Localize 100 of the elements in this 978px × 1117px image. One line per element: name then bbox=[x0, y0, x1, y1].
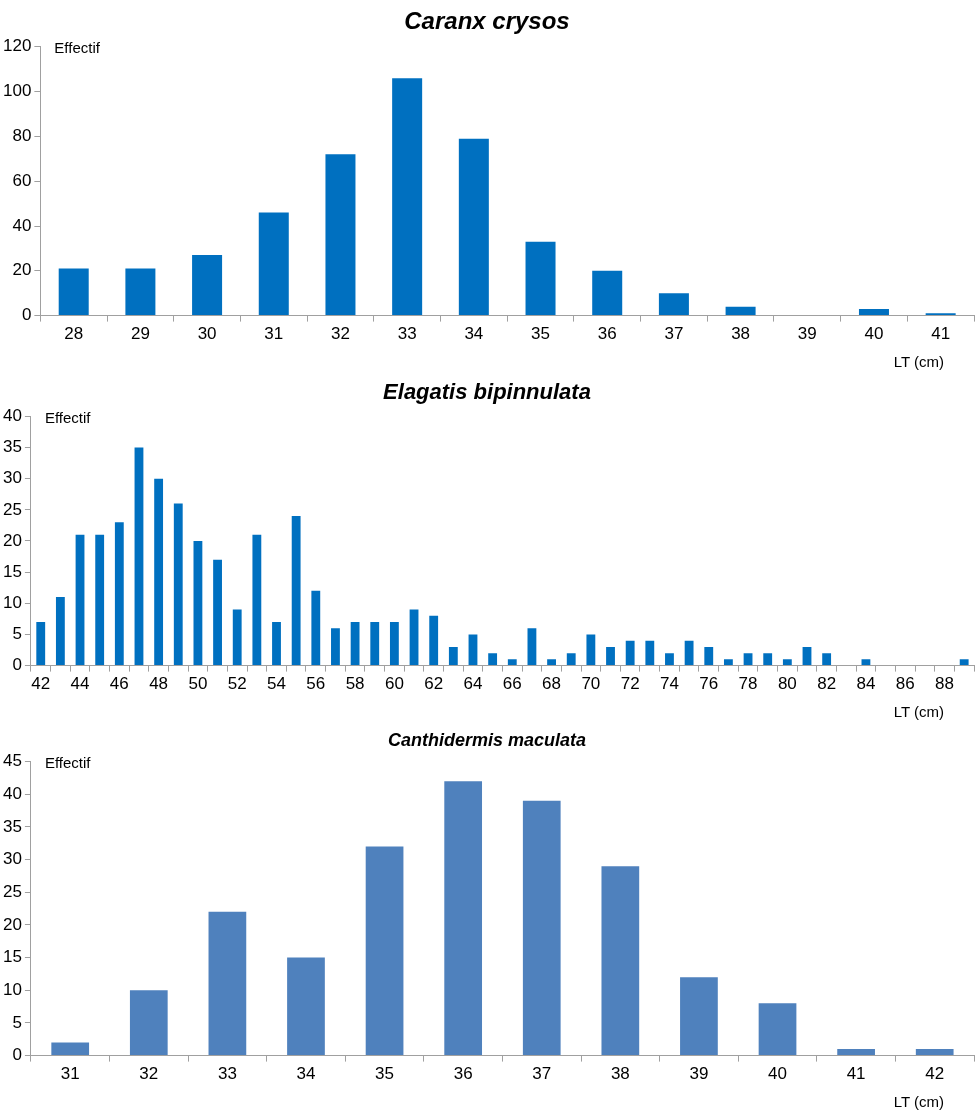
x-tick-label: 46 bbox=[109, 674, 129, 694]
bar bbox=[680, 977, 718, 1056]
chart-title: Canthidermis maculata bbox=[387, 729, 587, 750]
bar bbox=[75, 534, 85, 666]
bar bbox=[665, 653, 674, 666]
x-tick-label: 76 bbox=[699, 674, 719, 694]
bar bbox=[208, 911, 247, 1056]
bar bbox=[51, 1042, 90, 1056]
bar bbox=[959, 659, 969, 666]
bar bbox=[601, 866, 640, 1056]
y-tick-label: 10 bbox=[2, 979, 22, 999]
x-axis-title: LT (cm) bbox=[893, 702, 944, 720]
x-tick-label: 34 bbox=[464, 324, 484, 344]
x-tick-label: 56 bbox=[306, 674, 326, 694]
x-tick-label: 35 bbox=[375, 1064, 395, 1084]
y-tick-label: 0 bbox=[12, 1045, 22, 1065]
bar bbox=[592, 270, 623, 316]
x-tick-label: 60 bbox=[384, 674, 404, 694]
x-tick-label: 41 bbox=[931, 324, 951, 344]
x-tick-label: 64 bbox=[463, 674, 483, 694]
x-tick-label: 40 bbox=[864, 324, 884, 344]
chart-title: Elagatis bipinnulata bbox=[383, 379, 591, 405]
x-tick-label: 68 bbox=[542, 674, 562, 694]
bar bbox=[392, 78, 423, 316]
bar bbox=[232, 609, 242, 666]
bar bbox=[36, 621, 46, 666]
bar bbox=[192, 255, 223, 316]
x-tick-label: 48 bbox=[149, 674, 169, 694]
bar bbox=[193, 541, 203, 666]
y-tick-label: 0 bbox=[12, 655, 22, 675]
bar bbox=[429, 615, 439, 666]
bar bbox=[566, 653, 576, 666]
bar bbox=[173, 503, 183, 666]
x-tick-label: 74 bbox=[660, 674, 679, 694]
bar bbox=[625, 640, 635, 666]
bar bbox=[213, 559, 222, 666]
bar bbox=[129, 990, 168, 1056]
x-tick-label: 37 bbox=[664, 324, 684, 344]
bar bbox=[252, 534, 262, 666]
bar bbox=[125, 268, 156, 316]
y-tick-label: 60 bbox=[12, 170, 32, 190]
x-tick-label: 37 bbox=[532, 1064, 552, 1084]
x-tick-label: 86 bbox=[895, 674, 915, 694]
bar bbox=[525, 241, 556, 316]
x-tick-label: 58 bbox=[345, 674, 365, 694]
y-tick-label: 100 bbox=[2, 81, 32, 101]
bar bbox=[409, 609, 419, 666]
y-tick-label: 35 bbox=[2, 816, 22, 836]
x-tick-label: 36 bbox=[597, 324, 617, 344]
x-tick-label: 32 bbox=[139, 1064, 159, 1084]
x-tick-label: 38 bbox=[610, 1064, 630, 1084]
bar bbox=[58, 268, 89, 316]
bar bbox=[758, 1003, 797, 1056]
bar bbox=[725, 306, 756, 316]
y-tick-label: 15 bbox=[2, 561, 22, 581]
bar bbox=[272, 621, 281, 666]
bar bbox=[114, 522, 124, 666]
bar bbox=[350, 621, 360, 666]
bar bbox=[606, 646, 615, 666]
x-tick-label: 36 bbox=[453, 1064, 473, 1084]
x-tick-label: 34 bbox=[296, 1064, 316, 1084]
bar bbox=[782, 659, 792, 666]
bar bbox=[522, 800, 561, 1056]
x-tick-label: 38 bbox=[731, 324, 751, 344]
bar bbox=[723, 659, 733, 666]
bar bbox=[389, 621, 399, 666]
y-axis-title: Effectif bbox=[44, 753, 92, 771]
bar bbox=[658, 293, 689, 316]
bar bbox=[915, 1049, 954, 1056]
x-tick-label: 39 bbox=[689, 1064, 709, 1084]
x-tick-label: 39 bbox=[797, 324, 817, 344]
bar bbox=[95, 534, 105, 666]
y-tick-label: 40 bbox=[2, 783, 22, 803]
bar bbox=[858, 308, 889, 316]
bar bbox=[55, 597, 65, 666]
bar bbox=[837, 1049, 875, 1056]
y-tick-label: 20 bbox=[2, 530, 22, 550]
x-tick-label: 52 bbox=[227, 674, 247, 694]
bar bbox=[763, 653, 773, 666]
x-tick-label: 28 bbox=[64, 324, 84, 344]
x-tick-label: 33 bbox=[217, 1064, 237, 1084]
y-axis-title: Effectif bbox=[44, 408, 92, 426]
y-tick-label: 35 bbox=[2, 437, 22, 457]
bar bbox=[586, 634, 596, 666]
bar bbox=[365, 846, 404, 1056]
bar bbox=[154, 478, 164, 666]
y-tick-label: 20 bbox=[2, 914, 22, 934]
bar bbox=[370, 621, 380, 666]
x-tick-label: 44 bbox=[70, 674, 90, 694]
y-tick-label: 5 bbox=[12, 624, 22, 644]
bar bbox=[134, 447, 144, 666]
bar bbox=[645, 640, 655, 666]
x-tick-label: 78 bbox=[738, 674, 758, 694]
bar bbox=[444, 781, 483, 1056]
y-tick-label: 120 bbox=[2, 36, 32, 56]
x-tick-label: 72 bbox=[620, 674, 640, 694]
y-tick-label: 15 bbox=[2, 947, 22, 967]
bar bbox=[325, 154, 356, 316]
y-tick-label: 45 bbox=[2, 751, 22, 771]
bar bbox=[861, 659, 871, 666]
